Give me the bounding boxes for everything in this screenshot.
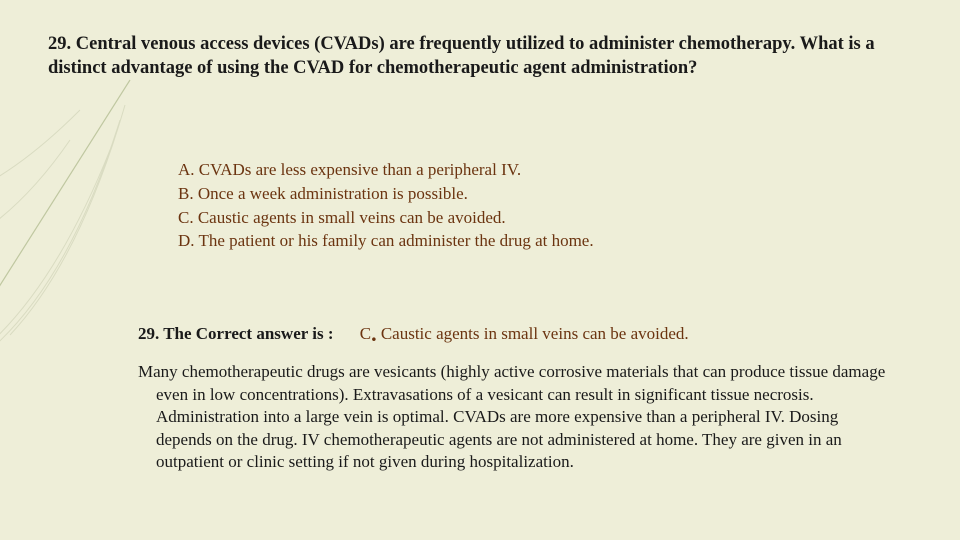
choice-d: D. The patient or his family can adminis… bbox=[178, 229, 912, 253]
explanation-text: Many chemotherapeutic drugs are vesicant… bbox=[138, 361, 892, 473]
slide: 29. Central venous access devices (CVADs… bbox=[0, 0, 960, 540]
choice-b: B. Once a week administration is possibl… bbox=[178, 182, 912, 206]
answer-text: C. Caustic agents in small veins can be … bbox=[360, 324, 689, 343]
question-text: 29. Central venous access devices (CVADs… bbox=[48, 32, 912, 80]
choices-block: A. CVADs are less expensive than a perip… bbox=[178, 158, 912, 253]
choice-c: C. Caustic agents in small veins can be … bbox=[178, 206, 912, 230]
deco-arc bbox=[0, 120, 120, 350]
deco-arc bbox=[0, 150, 110, 360]
deco-main-line bbox=[0, 80, 130, 380]
deco-arc bbox=[0, 110, 80, 200]
deco-arc bbox=[10, 105, 125, 335]
answer-label: 29. The Correct answer is : bbox=[138, 324, 333, 343]
answer-row: 29. The Correct answer is : C. Caustic a… bbox=[138, 321, 912, 347]
deco-arc bbox=[0, 140, 70, 250]
choice-a: A. CVADs are less expensive than a perip… bbox=[178, 158, 912, 182]
